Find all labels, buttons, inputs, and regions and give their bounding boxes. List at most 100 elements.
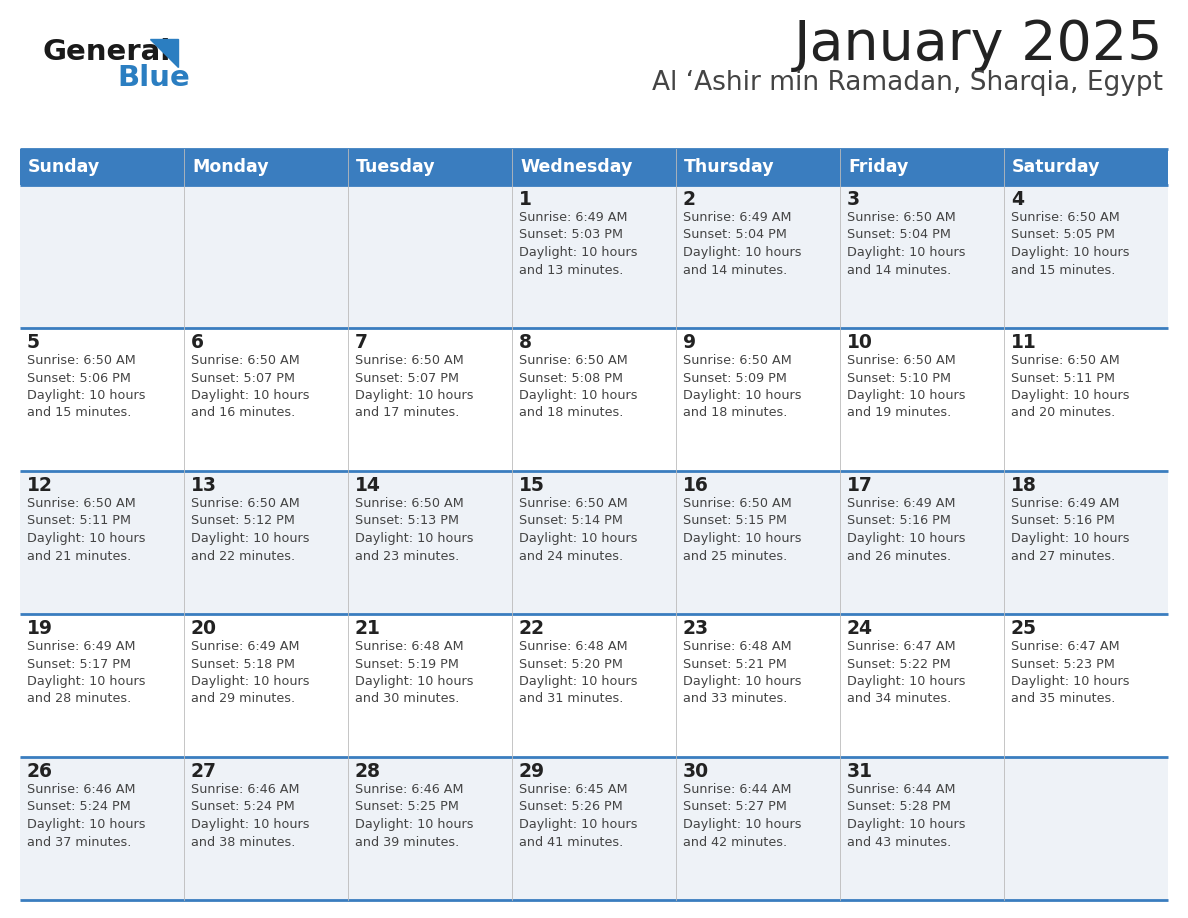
Text: Daylight: 10 hours: Daylight: 10 hours <box>519 246 638 259</box>
Bar <box>512 185 676 328</box>
Text: and 26 minutes.: and 26 minutes. <box>847 550 952 563</box>
Text: Daylight: 10 hours: Daylight: 10 hours <box>355 675 474 688</box>
Text: Sunset: 5:21 PM: Sunset: 5:21 PM <box>683 657 786 670</box>
Text: Sunrise: 6:50 AM: Sunrise: 6:50 AM <box>355 497 463 510</box>
Text: 30: 30 <box>683 762 709 781</box>
Bar <box>184 471 348 614</box>
Text: 23: 23 <box>683 619 709 638</box>
Bar <box>840 614 1004 757</box>
Bar <box>1004 149 1168 185</box>
Text: and 13 minutes.: and 13 minutes. <box>519 263 624 276</box>
Text: January 2025: January 2025 <box>794 18 1163 72</box>
Text: Sunset: 5:24 PM: Sunset: 5:24 PM <box>191 800 295 813</box>
Text: Sunset: 5:19 PM: Sunset: 5:19 PM <box>355 657 459 670</box>
Text: 19: 19 <box>27 619 53 638</box>
Text: Daylight: 10 hours: Daylight: 10 hours <box>27 532 145 545</box>
Text: Sunset: 5:16 PM: Sunset: 5:16 PM <box>847 514 950 528</box>
Text: Sunset: 5:23 PM: Sunset: 5:23 PM <box>1011 657 1114 670</box>
Text: and 33 minutes.: and 33 minutes. <box>683 692 788 706</box>
Text: 26: 26 <box>27 762 53 781</box>
Text: Daylight: 10 hours: Daylight: 10 hours <box>1011 532 1130 545</box>
Bar <box>184 614 348 757</box>
Text: Daylight: 10 hours: Daylight: 10 hours <box>191 389 310 402</box>
Bar <box>676 328 840 471</box>
Text: Daylight: 10 hours: Daylight: 10 hours <box>1011 389 1130 402</box>
Text: Sunrise: 6:49 AM: Sunrise: 6:49 AM <box>1011 497 1119 510</box>
Text: Sunrise: 6:49 AM: Sunrise: 6:49 AM <box>519 211 627 224</box>
Bar <box>840 471 1004 614</box>
Text: Daylight: 10 hours: Daylight: 10 hours <box>847 818 966 831</box>
Text: Sunrise: 6:49 AM: Sunrise: 6:49 AM <box>847 497 955 510</box>
Text: Saturday: Saturday <box>1012 158 1100 176</box>
Text: Daylight: 10 hours: Daylight: 10 hours <box>847 532 966 545</box>
Text: Sunrise: 6:48 AM: Sunrise: 6:48 AM <box>683 640 791 653</box>
Bar <box>676 614 840 757</box>
Text: 24: 24 <box>847 619 873 638</box>
Bar <box>20 328 184 471</box>
Text: Daylight: 10 hours: Daylight: 10 hours <box>27 818 145 831</box>
Bar <box>676 149 840 185</box>
Text: and 43 minutes.: and 43 minutes. <box>847 835 952 848</box>
Text: and 29 minutes.: and 29 minutes. <box>191 692 295 706</box>
Text: Daylight: 10 hours: Daylight: 10 hours <box>191 532 310 545</box>
Text: General: General <box>42 38 170 66</box>
Text: Daylight: 10 hours: Daylight: 10 hours <box>519 532 638 545</box>
Text: and 15 minutes.: and 15 minutes. <box>1011 263 1116 276</box>
Text: Sunset: 5:12 PM: Sunset: 5:12 PM <box>191 514 295 528</box>
Bar <box>840 149 1004 185</box>
Text: Blue: Blue <box>116 64 190 92</box>
Bar <box>348 149 512 185</box>
Text: 8: 8 <box>519 333 532 352</box>
Text: Sunrise: 6:50 AM: Sunrise: 6:50 AM <box>847 211 956 224</box>
Bar <box>840 185 1004 328</box>
Text: Daylight: 10 hours: Daylight: 10 hours <box>355 818 474 831</box>
Text: and 31 minutes.: and 31 minutes. <box>519 692 624 706</box>
Text: Sunset: 5:08 PM: Sunset: 5:08 PM <box>519 372 623 385</box>
Text: Sunset: 5:11 PM: Sunset: 5:11 PM <box>27 514 131 528</box>
Text: and 27 minutes.: and 27 minutes. <box>1011 550 1116 563</box>
Text: 6: 6 <box>191 333 204 352</box>
Text: Sunset: 5:17 PM: Sunset: 5:17 PM <box>27 657 131 670</box>
Bar <box>1004 185 1168 328</box>
Text: 27: 27 <box>191 762 217 781</box>
Text: Sunrise: 6:50 AM: Sunrise: 6:50 AM <box>519 497 627 510</box>
Text: and 17 minutes.: and 17 minutes. <box>355 407 460 420</box>
Text: 31: 31 <box>847 762 873 781</box>
Text: Sunset: 5:10 PM: Sunset: 5:10 PM <box>847 372 952 385</box>
Text: Daylight: 10 hours: Daylight: 10 hours <box>683 246 802 259</box>
Bar <box>512 614 676 757</box>
Text: Sunset: 5:09 PM: Sunset: 5:09 PM <box>683 372 786 385</box>
Text: Sunset: 5:14 PM: Sunset: 5:14 PM <box>519 514 623 528</box>
Text: 13: 13 <box>191 476 217 495</box>
Text: Sunrise: 6:50 AM: Sunrise: 6:50 AM <box>847 354 956 367</box>
Text: and 24 minutes.: and 24 minutes. <box>519 550 624 563</box>
Text: Sunset: 5:07 PM: Sunset: 5:07 PM <box>191 372 295 385</box>
Text: Friday: Friday <box>848 158 909 176</box>
Text: Sunset: 5:04 PM: Sunset: 5:04 PM <box>683 229 786 241</box>
Text: 20: 20 <box>191 619 217 638</box>
Text: 21: 21 <box>355 619 381 638</box>
Text: 11: 11 <box>1011 333 1037 352</box>
Text: 10: 10 <box>847 333 873 352</box>
Bar <box>348 757 512 900</box>
Bar <box>512 471 676 614</box>
Text: 9: 9 <box>683 333 696 352</box>
Text: Daylight: 10 hours: Daylight: 10 hours <box>683 818 802 831</box>
Text: Sunset: 5:13 PM: Sunset: 5:13 PM <box>355 514 459 528</box>
Text: Sunrise: 6:50 AM: Sunrise: 6:50 AM <box>191 354 299 367</box>
Text: 22: 22 <box>519 619 545 638</box>
Text: Daylight: 10 hours: Daylight: 10 hours <box>847 675 966 688</box>
Text: and 22 minutes.: and 22 minutes. <box>191 550 295 563</box>
Text: Sunrise: 6:50 AM: Sunrise: 6:50 AM <box>355 354 463 367</box>
Bar <box>20 614 184 757</box>
Text: Sunset: 5:27 PM: Sunset: 5:27 PM <box>683 800 786 813</box>
Text: Sunrise: 6:50 AM: Sunrise: 6:50 AM <box>27 354 135 367</box>
Text: Daylight: 10 hours: Daylight: 10 hours <box>355 532 474 545</box>
Bar <box>348 328 512 471</box>
Text: Daylight: 10 hours: Daylight: 10 hours <box>519 389 638 402</box>
Text: Daylight: 10 hours: Daylight: 10 hours <box>1011 246 1130 259</box>
Text: Sunrise: 6:45 AM: Sunrise: 6:45 AM <box>519 783 627 796</box>
Text: 12: 12 <box>27 476 53 495</box>
Text: Daylight: 10 hours: Daylight: 10 hours <box>847 389 966 402</box>
Text: Sunday: Sunday <box>29 158 100 176</box>
